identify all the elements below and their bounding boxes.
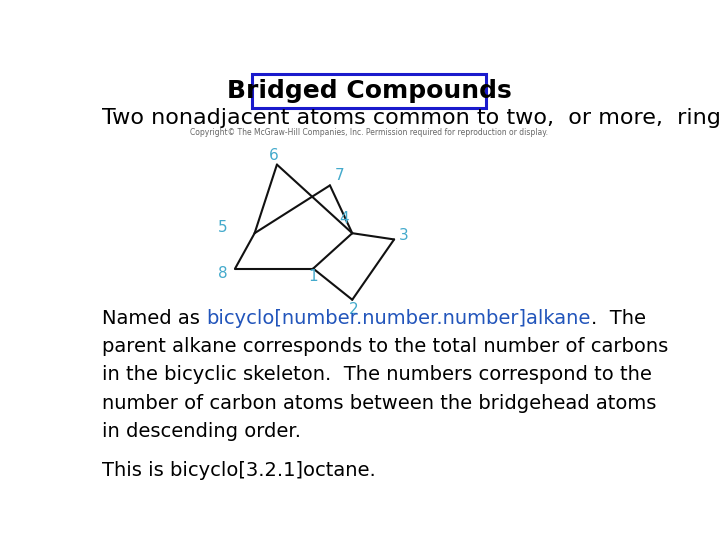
Text: Named as: Named as [102,309,207,328]
Text: 4: 4 [339,211,348,226]
FancyBboxPatch shape [252,75,486,109]
Text: bicyclo[number.number.number]alkane: bicyclo[number.number.number]alkane [207,309,591,328]
Text: 7: 7 [336,168,345,183]
Text: 8: 8 [218,266,228,281]
Text: 3: 3 [400,228,409,243]
Text: This is bicyclo[3.2.1]octane.: This is bicyclo[3.2.1]octane. [102,461,376,480]
Text: .  The: . The [591,309,646,328]
Text: Bridged Compounds: Bridged Compounds [227,79,511,104]
Text: 6: 6 [269,148,279,163]
Text: Two nonadjacent atoms common to two,  or more,  rings.: Two nonadjacent atoms common to two, or … [102,108,720,128]
Text: 2: 2 [348,302,358,317]
Text: number of carbon atoms between the bridgehead atoms: number of carbon atoms between the bridg… [102,394,657,413]
Text: 5: 5 [218,220,228,235]
Text: 1: 1 [308,268,318,284]
Text: in descending order.: in descending order. [102,422,301,441]
Text: Copyright© The McGraw-Hill Companies, Inc. Permission required for reproduction : Copyright© The McGraw-Hill Companies, In… [190,127,548,137]
Text: parent alkane corresponds to the total number of carbons: parent alkane corresponds to the total n… [102,337,669,356]
Text: in the bicyclic skeleton.  The numbers correspond to the: in the bicyclic skeleton. The numbers co… [102,366,652,384]
